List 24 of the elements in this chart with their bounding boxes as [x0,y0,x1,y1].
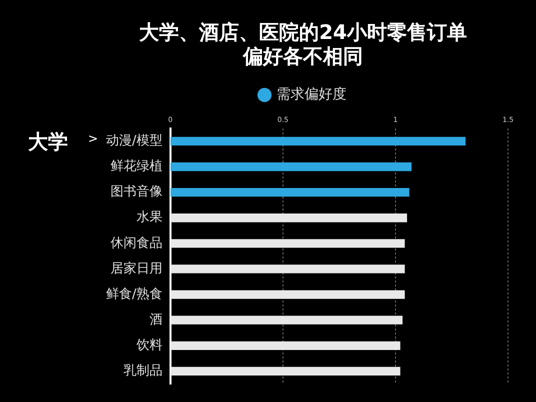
bar [170,366,400,376]
bar [170,214,408,222]
bar [170,136,466,146]
bar [170,341,400,350]
y-tick-label: 酒 [149,312,162,328]
bar [170,239,405,248]
text: > [88,131,98,146]
bar [170,188,410,197]
y-tick-label: 动漫/模型 [106,134,162,149]
chart-title: 大学、酒店、医院的24小时零售订单偏好各不相同 [139,20,467,68]
y-tick-label: 水果 [136,210,162,226]
text: 大学 [28,129,68,154]
y-tick-label: 图书音像 [110,184,162,200]
bar [170,316,403,324]
y-tick-label: 鲜花绿植 [110,159,162,174]
bar [170,162,412,172]
y-tick-label: 乳制品 [123,364,162,379]
legend-label: 需求偏好度 [276,86,346,103]
y-tick-label: 饮料 [135,338,162,354]
y-tick-label: 休闲食品 [110,236,162,251]
bar [170,264,405,274]
bar [170,290,405,299]
y-tick-label: 居家日用 [110,260,162,276]
y-tick-label: 鲜食/熟食 [106,286,162,302]
